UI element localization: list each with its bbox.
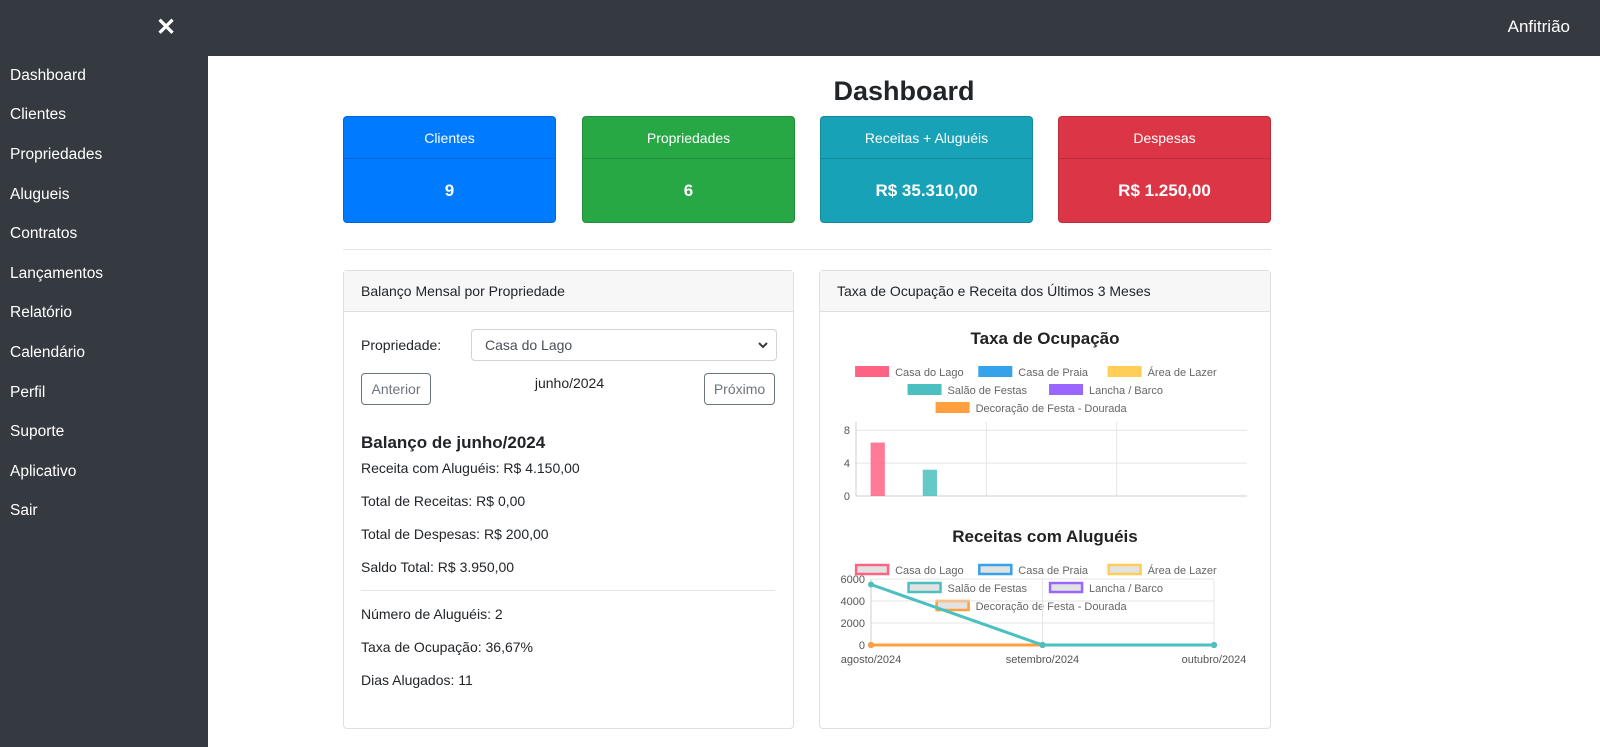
legend-label-casa-de-praia: Casa de Praia xyxy=(1018,367,1089,379)
close-icon[interactable]: ✕ xyxy=(156,14,177,41)
charts-card-header: Taxa de Ocupação e Receita dos Últimos 3… xyxy=(820,271,1270,312)
total-expenses: Total de Despesas: R$ 200,00 xyxy=(361,526,549,542)
legend-swatch-area-de-lazer xyxy=(1107,366,1142,377)
legend-label-casa-do-lago: Casa do Lago xyxy=(895,565,964,577)
days-rented: Dias Alugados: 11 xyxy=(361,672,473,688)
sidebar-item-alugueis[interactable]: Alugueis xyxy=(10,185,70,203)
point-salao-de-festas xyxy=(868,581,874,588)
page-title: Dashboard xyxy=(833,76,975,106)
legend-label-area-de-lazer: Área de Lazer xyxy=(1148,564,1217,577)
y-tick-label: 6000 xyxy=(841,574,865,586)
legend-label-decoracao-de-festa-dourada: Decoração de Festa - Dourada xyxy=(976,403,1128,415)
stat-label: Clientes xyxy=(344,117,555,159)
section-divider xyxy=(343,249,1271,250)
legend-swatch-casa-do-lago xyxy=(855,366,890,377)
stat-label: Despesas xyxy=(1059,117,1270,159)
legend-label-lancha-barco: Lancha / Barco xyxy=(1089,583,1163,595)
stat-card-receitas: Receitas + Aluguéis R$ 35.310,00 xyxy=(820,116,1033,223)
legend-swatch-lancha-barco xyxy=(1049,384,1084,395)
sidebar-item-dashboard[interactable]: Dashboard xyxy=(10,66,86,84)
sidebar-item-clientes[interactable]: Clientes xyxy=(10,106,66,124)
sidebar-item-relatorio[interactable]: Relatório xyxy=(10,304,73,322)
revenue-chart-title: Receitas com Aluguéis xyxy=(952,527,1138,546)
sidebar-item-propriedades[interactable]: Propriedades xyxy=(10,145,103,163)
x-tick-label: setembro/2024 xyxy=(1015,505,1088,506)
sidebar: ✕ Dashboard Clientes Propriedades Alugue… xyxy=(0,0,208,747)
y-tick-label: 0 xyxy=(859,640,865,652)
legend-label-salao-de-festas: Salão de Festas xyxy=(948,385,1028,397)
sidebar-item-sair[interactable]: Sair xyxy=(10,502,38,520)
legend-label-casa-de-praia: Casa de Praia xyxy=(1018,565,1089,577)
legend-swatch-salao-de-festas xyxy=(907,581,942,594)
rental-revenue: Receita com Aluguéis: R$ 4.150,00 xyxy=(361,460,580,476)
sidebar-item-aplicativo[interactable]: Aplicativo xyxy=(10,462,77,480)
sidebar-menu: Dashboard Clientes Propriedades Alugueis… xyxy=(0,56,208,531)
y-tick-label: 8 xyxy=(844,425,850,437)
y-tick-label: 4000 xyxy=(841,596,865,608)
legend-label-lancha-barco: Lancha / Barco xyxy=(1089,385,1163,397)
occupancy-rate: Taxa de Ocupação: 36,67% xyxy=(361,639,534,655)
stat-value: R$ 1.250,00 xyxy=(1118,181,1211,200)
rentals-count: Número de Aluguéis: 2 xyxy=(361,606,503,622)
legend-swatch-casa-de-praia xyxy=(978,563,1013,576)
stat-card-clientes: Clientes 9 xyxy=(343,116,556,223)
stat-value: 6 xyxy=(683,181,694,200)
next-month-button[interactable]: Próximo xyxy=(704,373,775,405)
legend-swatch-casa-de-praia xyxy=(978,366,1013,377)
bar-casa-do-lago xyxy=(870,442,885,496)
stat-label: Receitas + Aluguéis xyxy=(821,117,1032,159)
occupancy-chart: Casa do Lago Casa de Praia Área de Lazer Sa… xyxy=(844,366,1247,506)
point-decoracao-de-festa-dourada xyxy=(868,642,874,648)
current-month: junho/2024 xyxy=(534,375,605,391)
legend-label-decoracao-de-festa-dourada: Decoração de Festa - Dourada xyxy=(976,601,1128,613)
legend-label-salao-de-festas: Salão de Festas xyxy=(948,583,1028,595)
bar-salao-de-festas xyxy=(922,469,937,496)
occupancy-chart-title: Taxa de Ocupação xyxy=(970,329,1120,348)
balance-title: Balanço de junho/2024 xyxy=(361,433,546,452)
top-navbar: Anfitrião xyxy=(0,0,1600,56)
y-tick-label: 2000 xyxy=(841,618,865,630)
property-select-value: Casa do Lago xyxy=(485,337,573,353)
stat-label: Propriedades xyxy=(583,117,794,159)
total-revenue: Total de Receitas: R$ 0,00 xyxy=(361,493,526,509)
revenue-chart: Casa do Lago Casa de Praia Área de Lazer Sa… xyxy=(841,563,1247,666)
sidebar-item-perfil[interactable]: Perfil xyxy=(10,383,46,401)
legend-swatch-decoracao-de-festa-dourada xyxy=(935,402,970,413)
y-tick-label: 4 xyxy=(844,458,850,470)
legend-swatch-salao-de-festas xyxy=(907,384,942,395)
stat-value: R$ 35.310,00 xyxy=(875,181,978,200)
stat-value: 9 xyxy=(444,181,455,200)
previous-month-button[interactable]: Anterior xyxy=(361,373,431,405)
sidebar-item-lancamentos[interactable]: Lançamentos xyxy=(10,264,104,282)
stat-card-propriedades: Propriedades 6 xyxy=(582,116,795,223)
chevron-down-icon xyxy=(758,342,768,349)
stat-card-despesas: Despesas R$ 1.250,00 xyxy=(1058,116,1271,223)
legend-label-area-de-lazer: Área de Lazer xyxy=(1148,366,1217,379)
x-tick-label: outubro/2024 xyxy=(1182,654,1247,666)
sidebar-item-suporte[interactable]: Suporte xyxy=(10,423,65,441)
property-select[interactable]: Casa do Lago xyxy=(471,329,777,361)
property-label: Propriedade: xyxy=(361,337,442,353)
x-tick-label: outubro/2024 xyxy=(1149,505,1214,506)
charts-card: Taxa de Ocupação e Receita dos Últimos 3… xyxy=(819,270,1271,729)
legend-swatch-area-de-lazer xyxy=(1107,563,1142,576)
legend-swatch-lancha-barco xyxy=(1048,581,1084,594)
x-tick-label: agosto/2024 xyxy=(841,654,902,666)
main-content: Dashboard Clientes 9 Propriedades 6 Rece… xyxy=(208,56,1600,747)
x-tick-label: agosto/2024 xyxy=(891,505,952,506)
balance-card-header: Balanço Mensal por Propriedade xyxy=(344,271,793,312)
sidebar-item-calendario[interactable]: Calendário xyxy=(10,343,85,361)
total-balance: Saldo Total: R$ 3.950,00 xyxy=(361,559,515,575)
user-menu[interactable]: Anfitrião xyxy=(1507,17,1570,36)
x-tick-label: setembro/2024 xyxy=(1006,654,1079,666)
balance-card: Balanço Mensal por Propriedade Proprieda… xyxy=(343,270,794,729)
legend-swatch-casa-do-lago xyxy=(854,563,890,576)
balance-divider xyxy=(361,590,775,591)
point-salao-de-festas xyxy=(1039,642,1046,648)
point-salao-de-festas xyxy=(1211,642,1217,648)
sidebar-item-contratos[interactable]: Contratos xyxy=(10,225,78,243)
y-tick-label: 0 xyxy=(844,491,850,503)
legend-label-casa-do-lago: Casa do Lago xyxy=(895,367,964,379)
